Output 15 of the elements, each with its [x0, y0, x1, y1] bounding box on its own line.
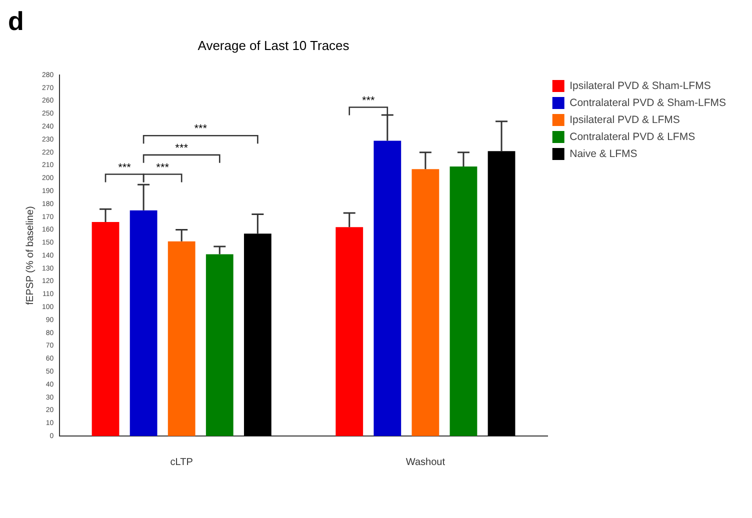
- legend-label: Contralateral PVD & Sham-LFMS: [570, 96, 726, 109]
- legend-label: Ipsilateral PVD & LFMS: [570, 114, 680, 126]
- legend-label: Naive & LFMS: [570, 148, 638, 160]
- x-tick-label: Washout: [406, 456, 446, 468]
- x-tick-label: cLTP: [170, 456, 194, 468]
- text: d: [8, 6, 24, 36]
- legend-label: Ipsilateral PVD & Sham-LFMS: [570, 80, 711, 92]
- annotation: ***: [194, 123, 208, 136]
- annotation: ***: [118, 162, 132, 174]
- annotation: ***: [156, 162, 170, 174]
- y-axis-title: fEPSP (% of baseline): [24, 206, 36, 305]
- annotation: ***: [175, 142, 189, 154]
- chart-title: Average of Last 10 Traces: [198, 38, 350, 53]
- legend-label: Contralateral PVD & LFMS: [570, 130, 696, 143]
- annotation: ***: [362, 94, 376, 107]
